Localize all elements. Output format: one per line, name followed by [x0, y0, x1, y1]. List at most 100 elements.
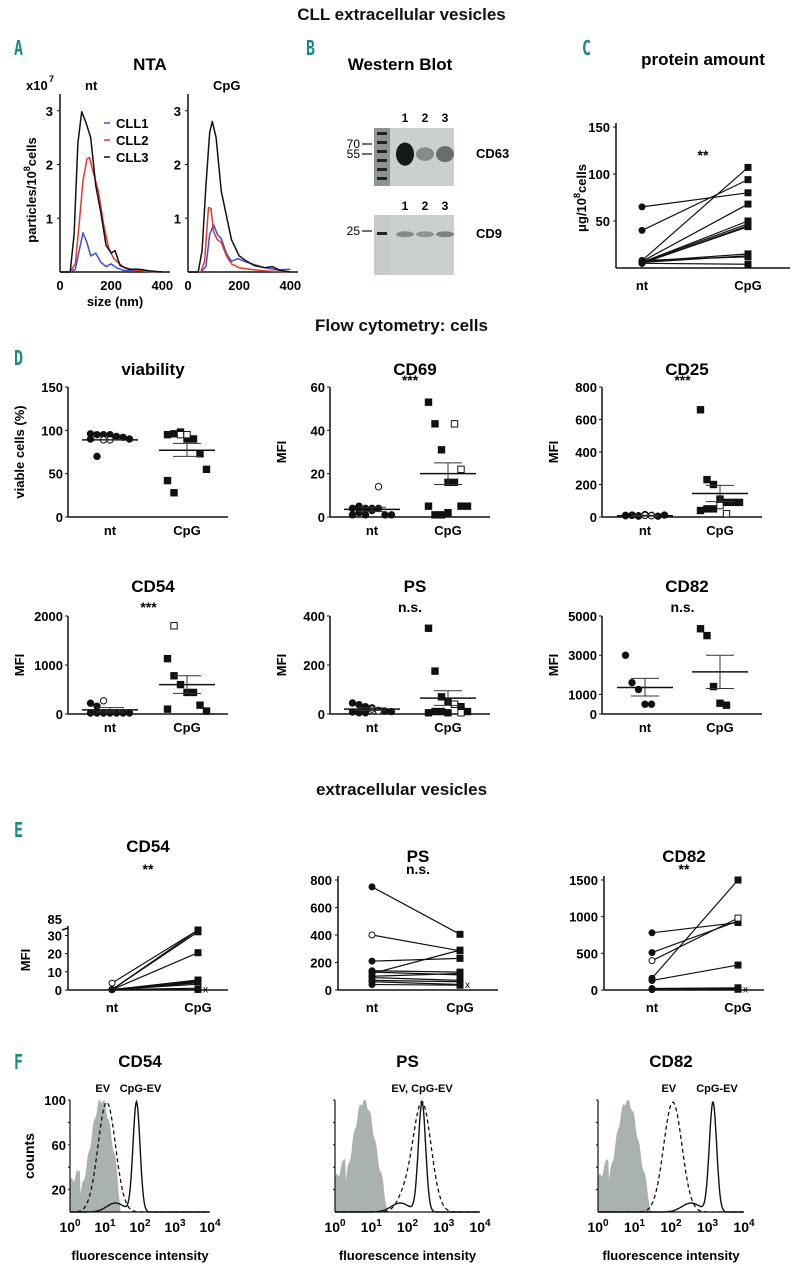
- data-point-cpg: [744, 163, 752, 171]
- x-tick-label: 100: [587, 1218, 609, 1235]
- y-tick-label: 100: [588, 167, 610, 182]
- y-label-part: μg/10: [574, 198, 589, 232]
- lane-label: 2: [422, 199, 429, 213]
- data-point-cpg: [744, 253, 752, 261]
- data-point-nt: [112, 709, 121, 717]
- chart-title: NTA: [133, 55, 167, 74]
- data-point-cpg: [444, 709, 452, 717]
- data-point-nt: [368, 981, 376, 988]
- panel-letter-a: A: [14, 36, 24, 60]
- data-point-cpg: [176, 430, 185, 439]
- chart-title: protein amount: [641, 50, 765, 69]
- data-point-cpg: [163, 705, 172, 713]
- blot-band: [436, 146, 454, 163]
- x-tick-exp: 3: [180, 1218, 186, 1229]
- data-point-cpg: [696, 625, 705, 633]
- pair-line: [641, 203, 749, 262]
- data-point-cpg: [170, 622, 178, 630]
- data-point-nt: [368, 957, 376, 965]
- ladder-band: [377, 232, 387, 235]
- x-tick-base: 10: [733, 1219, 749, 1235]
- x-marker: x: [743, 984, 748, 995]
- pair-line: [111, 952, 199, 991]
- x-tick-label: 101: [94, 1218, 116, 1235]
- pair-line: [641, 166, 749, 261]
- series-line-cll1: [60, 232, 163, 273]
- data-point-cpg: [734, 914, 742, 922]
- x-tick-base: 10: [433, 1219, 449, 1235]
- data-point-cpg: [456, 981, 464, 989]
- chart-cd82-cells: CD82 n.s. MFI 0 1000 3000 5000 nt CpG: [546, 577, 762, 735]
- x-tick-exp: 1: [376, 1218, 382, 1229]
- y-axis-label: particles/108cells: [22, 137, 39, 242]
- subplot-label: nt: [85, 78, 98, 93]
- legend-label: CLL2: [116, 133, 149, 148]
- x-tick-exp: 4: [485, 1218, 491, 1229]
- data-point-cpg: [437, 511, 446, 519]
- panel-letter-b: B: [306, 36, 316, 60]
- y-tick-label: 1000: [569, 910, 598, 925]
- x-tick-base: 10: [397, 1219, 413, 1235]
- y-tick-label: 20: [48, 947, 62, 962]
- data-point-cpg: [444, 508, 452, 517]
- x-tick-exp: 2: [145, 1218, 151, 1229]
- x-tick-exp: 0: [75, 1218, 81, 1229]
- data-point-cpg: [709, 480, 718, 489]
- pair-line: [371, 886, 461, 935]
- y-tick-label: 2000: [34, 609, 63, 624]
- x-tick-base: 10: [587, 1219, 603, 1235]
- x-tick-label: CpG: [173, 720, 200, 735]
- data-point-cpg: [744, 200, 752, 208]
- pair-line: [651, 987, 739, 990]
- x-tick-label: nt: [639, 720, 652, 735]
- blot-band: [396, 231, 414, 238]
- ladder-band: [377, 168, 387, 171]
- data-point-nt: [93, 702, 101, 710]
- data-point-nt: [648, 929, 656, 937]
- data-point-nt: [348, 511, 357, 519]
- x-tick-label: 104: [733, 1218, 755, 1235]
- data-point-cpg: [424, 709, 433, 717]
- x-tick-label: 102: [129, 1218, 151, 1235]
- x-tick-label: 102: [660, 1218, 682, 1235]
- data-point-nt: [93, 709, 101, 717]
- data-point-cpg: [696, 406, 705, 414]
- x-tick-base: 10: [697, 1219, 713, 1235]
- data-point-nt: [387, 511, 396, 519]
- axis-break-mark: [61, 927, 69, 931]
- series-line-cll3: [60, 111, 163, 273]
- blot-band: [436, 231, 454, 238]
- y-tick-label: 0: [55, 983, 62, 998]
- pair-line: [651, 921, 739, 934]
- x-marker: x: [203, 984, 208, 995]
- panel-letter-f: F: [14, 1050, 24, 1074]
- data-point-nt: [93, 430, 101, 439]
- data-point-cpg: [457, 502, 465, 510]
- x-axis-label: fluorescence intensity: [71, 1248, 209, 1263]
- data-point-cpg: [735, 498, 744, 507]
- data-point-nt: [374, 482, 383, 491]
- data-point-nt: [125, 709, 134, 717]
- x-tick-label: nt: [104, 720, 117, 735]
- x-tick-label: nt: [646, 1000, 659, 1015]
- data-point-nt: [638, 203, 646, 211]
- y-tick-label: 200: [575, 478, 597, 493]
- pair-line: [641, 225, 749, 264]
- blot-band: [416, 231, 434, 238]
- data-point-nt: [387, 707, 396, 716]
- chart-title: CD82: [649, 1052, 692, 1071]
- chart-title: CD69: [393, 360, 436, 379]
- y-tick-label: 0: [590, 510, 597, 525]
- blot-membrane: [390, 215, 454, 275]
- data-point-nt: [86, 435, 95, 443]
- pair-line: [371, 949, 461, 975]
- significance-label: n.s.: [670, 599, 694, 615]
- data-point-cpg: [463, 502, 472, 510]
- pair-line: [641, 262, 749, 265]
- chart-cd69: CD69*** MFI 0 20 40 60 nt CpG: [274, 360, 490, 538]
- chart-ps-cells: PS n.s. MFI 0 200 400 nt CpG: [274, 577, 490, 735]
- x-tick-label: 100: [324, 1218, 346, 1235]
- y-tick-label: 2: [46, 158, 53, 173]
- legend-label: CLL3: [116, 150, 149, 165]
- data-point-cpg: [189, 688, 198, 697]
